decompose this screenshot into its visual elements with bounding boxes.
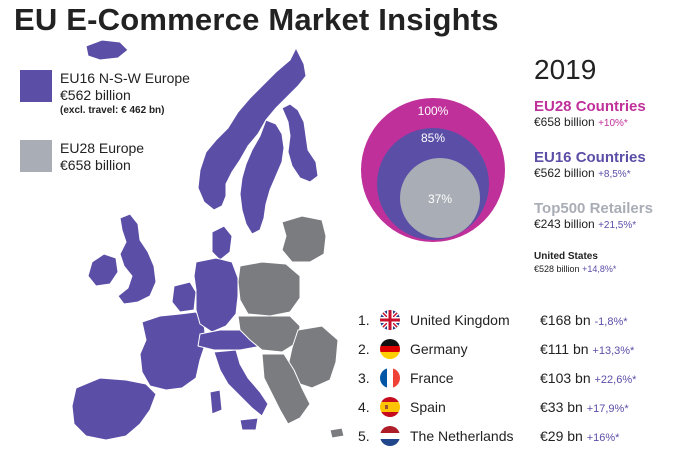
stat-eu28: EU28 Countries €658 billion +10%* bbox=[534, 98, 646, 131]
legend-eu28-value: €658 billion bbox=[60, 157, 131, 173]
ranking-country: Germany bbox=[410, 341, 468, 357]
ranking-number: 1. bbox=[358, 312, 370, 328]
map-france bbox=[139, 311, 207, 391]
ranking-row: 4. Spain €33 bn +17,9%* bbox=[358, 396, 678, 420]
ranking-growth: +16%* bbox=[586, 432, 620, 444]
ranking-growth: +17,9%* bbox=[586, 403, 629, 415]
stat-us-growth: +14,8%* bbox=[582, 264, 617, 274]
legend-eu28-swatch bbox=[20, 140, 52, 172]
year-label: 2019 bbox=[534, 54, 597, 85]
legend-eu16-swatch bbox=[20, 70, 52, 102]
ranking-growth: +13,3%* bbox=[592, 345, 635, 357]
map-romania-bulgaria bbox=[287, 325, 339, 389]
share-circles bbox=[361, 98, 505, 242]
map-italy bbox=[213, 349, 269, 417]
ranking-number: 3. bbox=[358, 370, 370, 386]
legend-eu16-title: EU16 N-S-W Europe bbox=[60, 70, 190, 86]
eu28-circle-pct: 100% bbox=[417, 104, 449, 118]
ranking-amount: €111 bn bbox=[540, 341, 589, 357]
page-title: EU E-Commerce Market Insights bbox=[14, 2, 499, 37]
legend-eu16-note: (excl. travel: € 462 bn) bbox=[60, 105, 165, 116]
ranking-amount: €33 bn bbox=[540, 399, 583, 415]
map-benelux bbox=[171, 281, 197, 313]
stat-eu16-value: €562 billion bbox=[534, 166, 595, 180]
stat-us: United States €528 billion +14,8%* bbox=[534, 250, 616, 275]
ranking-country: The Netherlands bbox=[410, 428, 514, 444]
top500-circle-pct: 37% bbox=[427, 192, 453, 206]
map-sweden bbox=[239, 119, 285, 235]
legend-eu28-title: EU28 Europe bbox=[60, 140, 145, 156]
stat-eu16-label: EU16 Countries bbox=[534, 149, 646, 166]
map-iberia bbox=[71, 377, 157, 441]
stat-us-value: €528 billion bbox=[534, 264, 580, 274]
stat-us-label: United States bbox=[534, 251, 598, 262]
ranking-country: United Kingdom bbox=[410, 312, 510, 328]
spain-flag-icon bbox=[380, 397, 400, 417]
germany-flag-icon bbox=[380, 339, 400, 359]
stat-eu16: EU16 Countries €562 billion +8,5%* bbox=[534, 149, 646, 182]
ranking-row: 3. France €103 bn +22,6%* bbox=[358, 367, 678, 391]
map-sicily bbox=[239, 417, 259, 431]
ranking-number: 4. bbox=[358, 399, 370, 415]
map-baltics bbox=[281, 215, 327, 263]
stat-eu28-growth: +10%* bbox=[598, 118, 628, 129]
map-uk bbox=[117, 213, 157, 305]
ranking-country: Spain bbox=[410, 399, 446, 415]
top500-circle bbox=[400, 158, 480, 238]
map-germany bbox=[193, 257, 239, 333]
stat-top500-value: €243 billion bbox=[534, 217, 595, 231]
ranking-amount: €168 bn bbox=[540, 312, 591, 328]
ranking-row: 1. United Kingdom €168 bn -1,8%* bbox=[358, 309, 678, 333]
france-flag-icon bbox=[380, 368, 400, 388]
ranking-growth: -1,8%* bbox=[594, 316, 628, 328]
map-central bbox=[237, 315, 301, 353]
map-iceland bbox=[85, 39, 129, 61]
map-ireland bbox=[87, 253, 119, 287]
uk-flag-icon bbox=[380, 310, 400, 330]
stat-eu28-label: EU28 Countries bbox=[534, 98, 646, 115]
stat-top500-growth: +21,5%* bbox=[598, 220, 637, 231]
ranking-row: 2. Germany €111 bn +13,3%* bbox=[358, 338, 678, 362]
stat-top500: Top500 Retailers €243 billion +21,5%* bbox=[534, 200, 653, 233]
ranking-country: France bbox=[410, 370, 454, 386]
ranking-amount: €29 bn bbox=[540, 428, 583, 444]
map-sardinia bbox=[209, 389, 223, 415]
stat-eu16-growth: +8,5%* bbox=[598, 169, 631, 180]
netherlands-flag-icon bbox=[380, 426, 400, 446]
legend-eu16-value: €562 billion bbox=[60, 87, 131, 103]
ranking-number: 2. bbox=[358, 341, 370, 357]
stat-top500-label: Top500 Retailers bbox=[534, 200, 653, 217]
map-cyprus bbox=[329, 427, 345, 439]
map-finland bbox=[281, 103, 319, 183]
ranking-growth: +22,6%* bbox=[594, 374, 637, 386]
map-norway bbox=[197, 47, 307, 211]
eu16-circle-pct: 85% bbox=[420, 131, 446, 145]
map-balkans-greece bbox=[261, 353, 311, 425]
ranking-row: 5. The Netherlands €29 bn +16%* bbox=[358, 425, 678, 449]
map-denmark bbox=[211, 225, 233, 261]
ranking-number: 5. bbox=[358, 428, 370, 444]
stat-eu28-value: €658 billion bbox=[534, 115, 595, 129]
map-poland bbox=[237, 261, 301, 317]
ranking-amount: €103 bn bbox=[540, 370, 591, 386]
